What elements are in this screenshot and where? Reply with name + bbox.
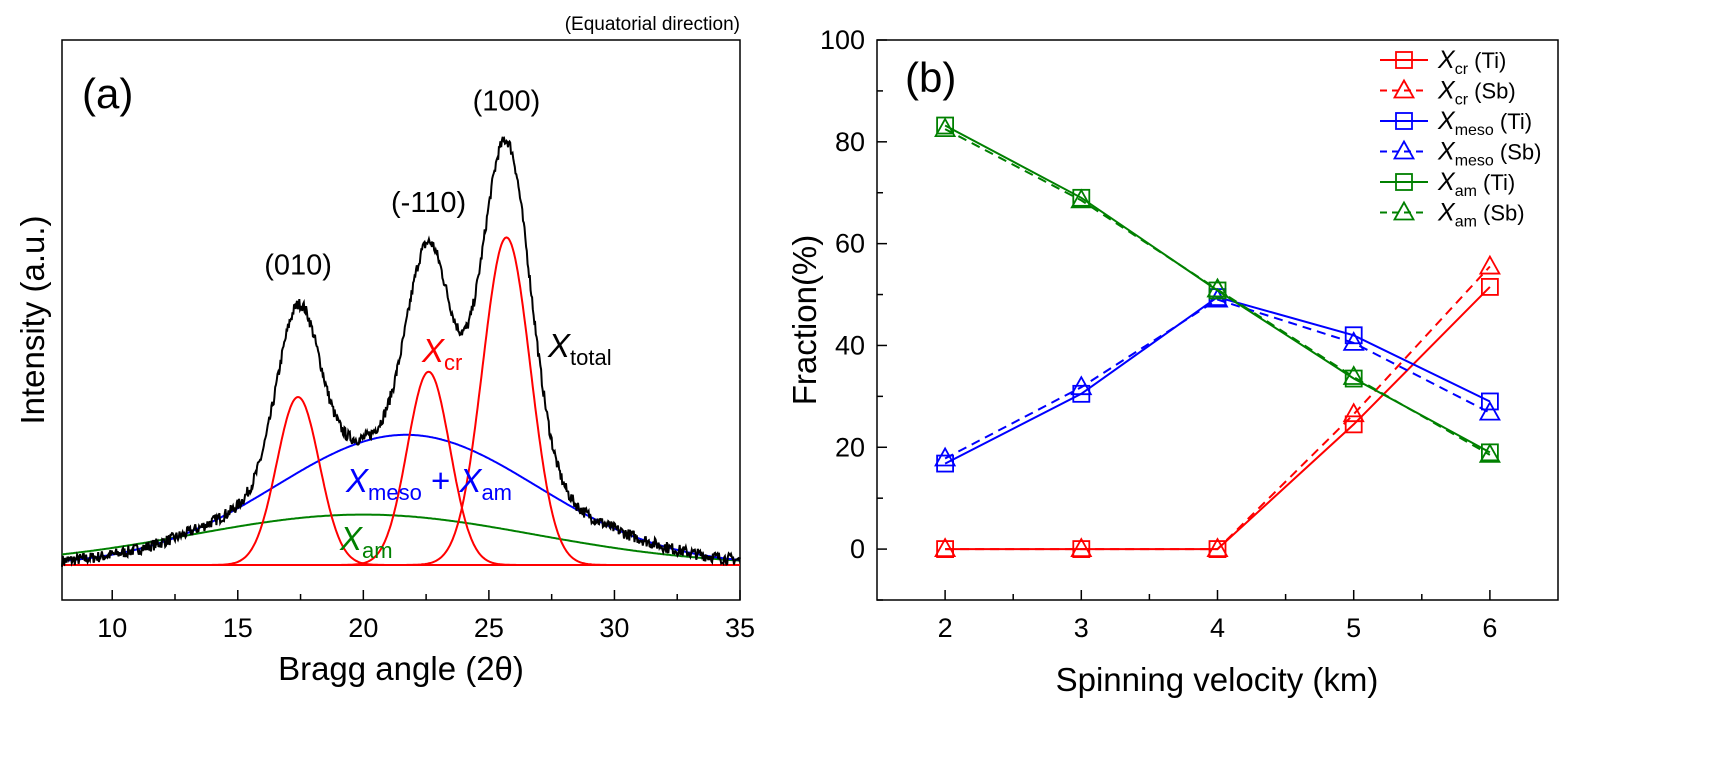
series-line (945, 265, 1491, 551)
series-am-sb (934, 117, 1501, 463)
panel-a-x-axis-title: Bragg angle (2θ) (278, 650, 524, 687)
legend-item: Xmeso (Sb) (1380, 138, 1542, 170)
data-point-triangle (1342, 402, 1365, 423)
series-meso-ti (936, 288, 1499, 473)
data-point-triangle (1070, 188, 1093, 209)
x-tick-label: 10 (97, 613, 127, 643)
data-point-triangle (1478, 400, 1501, 421)
legend-item: Xam (Ti) (1380, 168, 1515, 200)
legend-label: Xmeso (Sb) (1437, 138, 1542, 170)
x-tick-label: 4 (1210, 613, 1225, 643)
cr-peak-curve (62, 236, 740, 566)
panel-a-curves (61, 135, 741, 567)
data-point-square (1208, 281, 1227, 300)
data-point-triangle (1342, 365, 1365, 385)
y-tick-label: 60 (835, 229, 865, 259)
peak-label: (100) (473, 85, 541, 117)
panel-a-plot-frame (61, 39, 741, 601)
legend-label: Xam (Sb) (1437, 199, 1525, 231)
data-point-square (1395, 173, 1413, 191)
data-point-triangle (1478, 443, 1501, 463)
panel-b-y-axis-title: Fraction(%) (786, 235, 823, 406)
curve-label-total: Xtotal (547, 327, 612, 370)
y-tick-label: 20 (835, 432, 865, 462)
data-point-square (1395, 51, 1413, 69)
data-point-triangle (1342, 331, 1365, 351)
data-point-triangle (1478, 254, 1501, 275)
panel-a-chart: 10 15 20 25 30 35 (a) (Equatorial direction) … (14, 14, 755, 687)
x-tick-label: 20 (348, 613, 378, 643)
data-point-triangle (1206, 277, 1229, 298)
x-tick-label: 35 (725, 613, 755, 643)
legend-item: Xmeso (Ti) (1380, 107, 1532, 139)
legend-label: Xcr (Ti) (1437, 46, 1506, 78)
x-tick-label: 5 (1346, 613, 1361, 643)
data-point-triangle (1206, 537, 1229, 557)
data-point-triangle (1392, 78, 1416, 99)
data-point-square (1344, 415, 1363, 434)
panel-a-y-axis-title: Intensity (a.u.) (14, 215, 51, 424)
x-tick-label: 6 (1482, 613, 1497, 643)
data-point-triangle (934, 537, 957, 557)
peak-label: (-110) (391, 187, 466, 219)
curve-label-am: Xam (339, 520, 393, 563)
y-tick-label: 40 (835, 330, 865, 360)
data-point-triangle (1392, 200, 1416, 221)
legend-item: Xcr (Ti) (1380, 46, 1506, 78)
series-cr-ti (936, 278, 1499, 558)
panel-b-legend: Xcr (Ti)Xcr (Sb)Xmeso (Ti)Xmeso (Sb)Xam … (1380, 46, 1542, 231)
x-tick-label: 2 (938, 613, 953, 643)
curve-label-cr: Xcr (421, 332, 462, 375)
data-point-triangle (1392, 139, 1416, 160)
panel-a-label: (a) (82, 70, 133, 117)
x-tick-label: 15 (223, 613, 253, 643)
data-point-square (1208, 540, 1227, 558)
y-tick-label: 100 (820, 25, 865, 55)
data-point-square (1395, 112, 1413, 130)
data-point-triangle (934, 117, 957, 137)
curve-label-meso-am: Xmeso + Xam (345, 462, 512, 505)
legend-label: Xmeso (Ti) (1437, 107, 1532, 139)
data-point-square (1344, 369, 1363, 388)
series-meso-sb (934, 287, 1501, 467)
x-tick-label: 30 (599, 613, 629, 643)
total-curve (61, 135, 741, 567)
panel-a-peak-labels: (010) (-110) (100) (264, 85, 540, 281)
y-tick-label: 80 (835, 127, 865, 157)
series-line (945, 286, 1491, 551)
x-tick-label: 3 (1074, 613, 1089, 643)
data-point-square (1481, 278, 1499, 296)
legend-label: Xam (Ti) (1437, 168, 1515, 200)
legend-item: Xam (Sb) (1380, 199, 1525, 231)
panel-b-label: (b) (905, 54, 956, 101)
legend-label: Xcr (Sb) (1437, 77, 1516, 109)
panel-b-x-axis-title: Spinning velocity (km) (1056, 661, 1379, 698)
x-tick-label: 25 (474, 613, 504, 643)
panel-a-note: (Equatorial direction) (565, 14, 740, 35)
panel-a-x-ticks: 10 15 20 25 30 35 (97, 590, 755, 643)
series-cr-sb (934, 254, 1501, 557)
data-point-triangle (1070, 375, 1093, 396)
cr-peak-curve (62, 370, 740, 566)
data-point-triangle (934, 446, 957, 467)
legend-item: Xcr (Sb) (1380, 77, 1516, 109)
series-line (944, 296, 1491, 465)
y-tick-label: 0 (850, 534, 865, 564)
panel-b-series (934, 116, 1501, 558)
series-line (944, 128, 1491, 456)
peak-label: (010) (264, 250, 332, 282)
data-point-square (1481, 392, 1499, 411)
series-line (944, 298, 1491, 460)
data-point-triangle (1070, 537, 1093, 557)
